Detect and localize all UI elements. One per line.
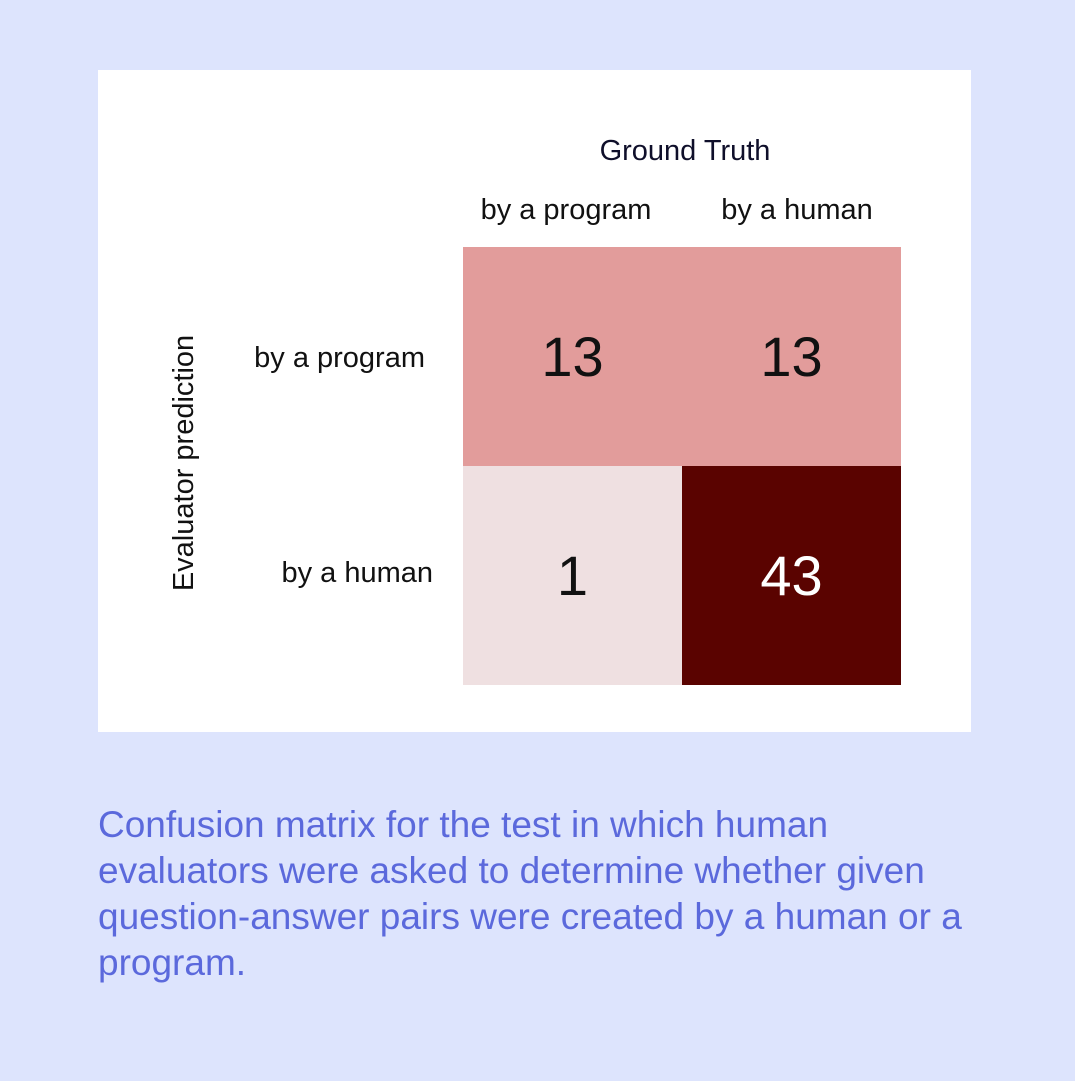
heatmap-cell: 43 <box>682 466 901 685</box>
cell-value-label: 1 <box>556 543 589 607</box>
row-label-by-a-human: by a human <box>281 557 433 589</box>
column-label-by-a-program: by a program <box>480 194 652 226</box>
column-label-by-a-human: by a human <box>721 194 873 226</box>
heatmap-cell: 13 <box>682 247 901 466</box>
figure-caption: Confusion matrix for the test in which h… <box>98 804 962 983</box>
cell-value-label: 13 <box>541 324 604 388</box>
heatmap-cell: 1 <box>463 466 682 685</box>
cell-value-label: 43 <box>760 543 823 607</box>
heatmap-cell: 13 <box>463 247 682 466</box>
x-axis-title: Ground Truth <box>599 135 771 167</box>
cell-value-label: 13 <box>760 324 823 388</box>
row-label-by-a-program: by a program <box>254 342 425 374</box>
